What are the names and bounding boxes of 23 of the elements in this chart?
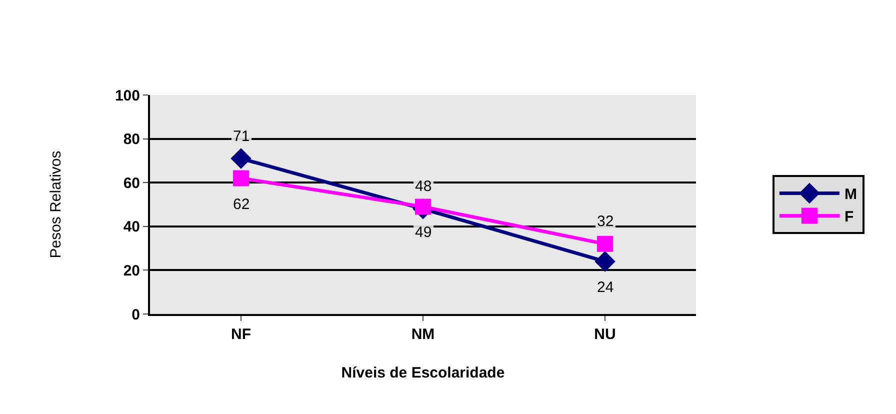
y-tick-label: 40 bbox=[123, 218, 140, 236]
legend-label: F bbox=[844, 208, 854, 226]
y-axis-title: Pesos Relativos bbox=[48, 150, 65, 258]
x-axis-title: Níveis de Escolaridade bbox=[341, 364, 505, 382]
point bbox=[233, 170, 249, 186]
data-label: 32 bbox=[597, 213, 614, 230]
data-label: 24 bbox=[597, 279, 614, 296]
data-label: 62 bbox=[233, 196, 250, 213]
data-label: 48 bbox=[415, 178, 432, 195]
y-tick-label: 100 bbox=[114, 87, 140, 104]
y-tick-label: 80 bbox=[123, 131, 140, 148]
point bbox=[597, 236, 613, 252]
point bbox=[594, 251, 616, 272]
legend-label: M bbox=[844, 186, 857, 204]
y-tick-label: 20 bbox=[123, 262, 140, 280]
x-tick-label: NF bbox=[231, 326, 251, 343]
y-tick-label: 60 bbox=[123, 174, 140, 192]
data-label: 49 bbox=[415, 224, 432, 241]
y-tick-label: 0 bbox=[132, 306, 140, 324]
x-tick-label: NU bbox=[594, 326, 616, 343]
point bbox=[230, 148, 252, 169]
x-tick-label: NM bbox=[411, 326, 435, 343]
data-label: 71 bbox=[233, 128, 250, 145]
